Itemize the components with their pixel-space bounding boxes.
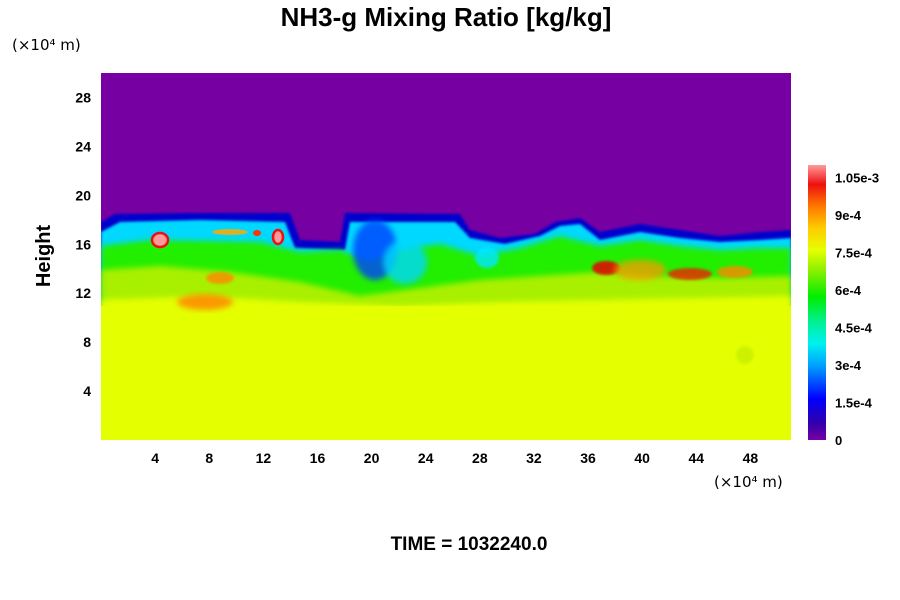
heatmap-red-patch-2 [668, 268, 712, 280]
y-axis-label: Height [33, 225, 55, 288]
y-tick-labels: 4 8 12 16 20 24 28 [75, 89, 91, 399]
colorbar-tick-labels: 0 1.5e-4 3e-4 4.5e-4 6e-4 7.5e-4 9e-4 1.05e-3 [835, 171, 879, 449]
x-tick-label: 24 [418, 450, 434, 466]
x-tick-label: 40 [634, 450, 650, 466]
x-tick-label: 16 [310, 450, 326, 466]
time-label: TIME = 1032240.0 [391, 534, 548, 555]
y-tick-label: 4 [83, 383, 91, 399]
colorbar-tick-label: 4.5e-4 [835, 321, 873, 336]
heatmap-orange-streak [212, 229, 248, 235]
heatmap-red-cell-2 [271, 228, 285, 246]
y-tick-label: 24 [75, 138, 91, 154]
y-tick-label: 8 [83, 334, 91, 350]
colorbar-tick-label: 1.05e-3 [835, 171, 879, 186]
heatmap-orange-patch-1 [177, 294, 233, 310]
x-tick-label: 44 [689, 450, 705, 466]
heatmap-orange-patch-4 [717, 266, 753, 278]
heatmap-red-patch-1 [592, 261, 620, 275]
heatmap-red-dot [253, 230, 261, 236]
x-tick-label: 48 [743, 450, 759, 466]
heatmap-field [101, 73, 791, 440]
colorbar-tick-label: 9e-4 [835, 208, 862, 223]
heatmap-cyan-eddy [475, 248, 499, 268]
x-tick-labels: 4 8 12 16 20 24 28 32 36 40 44 48 [151, 450, 758, 466]
heatmap-lower-layer-edge [101, 296, 791, 320]
heatmap-orange-patch-3 [614, 260, 666, 280]
y-tick-label: 12 [75, 285, 91, 301]
x-tick-label: 32 [526, 450, 542, 466]
x-tick-label: 28 [472, 450, 488, 466]
y-tick-label: 20 [75, 187, 91, 203]
x-tick-label: 12 [256, 450, 272, 466]
colorbar-tick-label: 6e-4 [835, 283, 862, 298]
x-tick-label: 8 [205, 450, 213, 466]
heatmap-red-cell-1 [150, 231, 170, 249]
heatmap-orange-patch-2 [206, 272, 234, 284]
colorbar-tick-label: 1.5e-4 [835, 396, 873, 411]
y-tick-label: 28 [75, 89, 91, 105]
heatmap-lower-layer [101, 306, 791, 440]
colorbar-tick-label: 0 [835, 433, 842, 448]
x-tick-label: 36 [580, 450, 596, 466]
y-tick-label: 16 [75, 236, 91, 252]
x-unit-label: (×10⁴ m) [714, 473, 783, 491]
colorbar-tick-label: 7.5e-4 [835, 246, 873, 261]
colorbar-tick-label: 3e-4 [835, 358, 862, 373]
heatmap-cyan-plume [383, 240, 427, 284]
colorbar [808, 165, 826, 440]
y-unit-label: (×10⁴ m) [12, 36, 81, 54]
x-tick-label: 4 [151, 450, 159, 466]
heatmap-small-blob [736, 346, 754, 364]
x-tick-label: 20 [364, 450, 380, 466]
chart-title: NH3-g Mixing Ratio [kg/kg] [281, 2, 612, 32]
